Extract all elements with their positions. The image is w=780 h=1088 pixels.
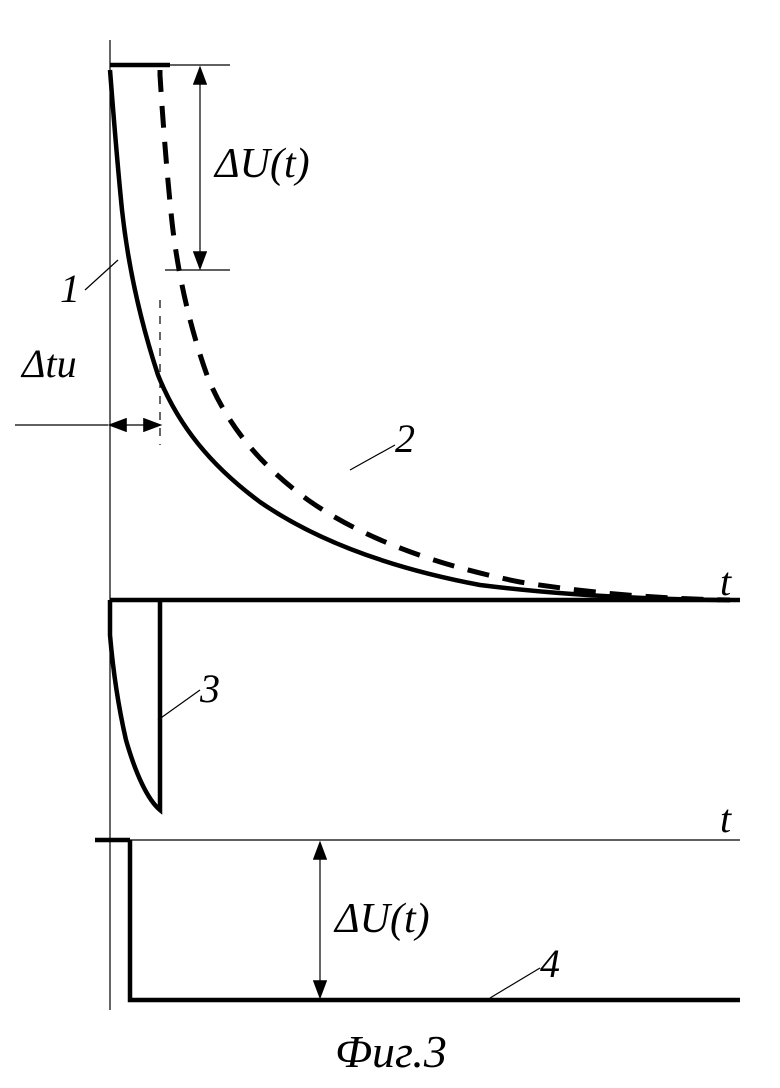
curve-1 [110,70,720,600]
curve2-leader [350,445,395,470]
curve4-label: 4 [540,940,560,987]
curve4-leader [490,968,540,998]
curve1-label: 1 [60,265,80,312]
curve2-label: 2 [395,415,415,462]
curve1-leader [85,260,118,290]
curve-4 [130,840,740,1000]
delta-tu-label: Δtu [22,340,77,387]
panel2-axis-label: t [720,795,731,842]
delta-u-label-3: ΔU(t) [335,895,430,943]
curve3-label: 3 [200,665,220,712]
curve-3 [110,600,160,810]
panel1-axis-label: t [720,558,731,605]
curve3-leader [158,690,200,720]
figure-caption: Фиг.3 [335,1025,447,1078]
delta-u-label-1: ΔU(t) [215,140,310,188]
